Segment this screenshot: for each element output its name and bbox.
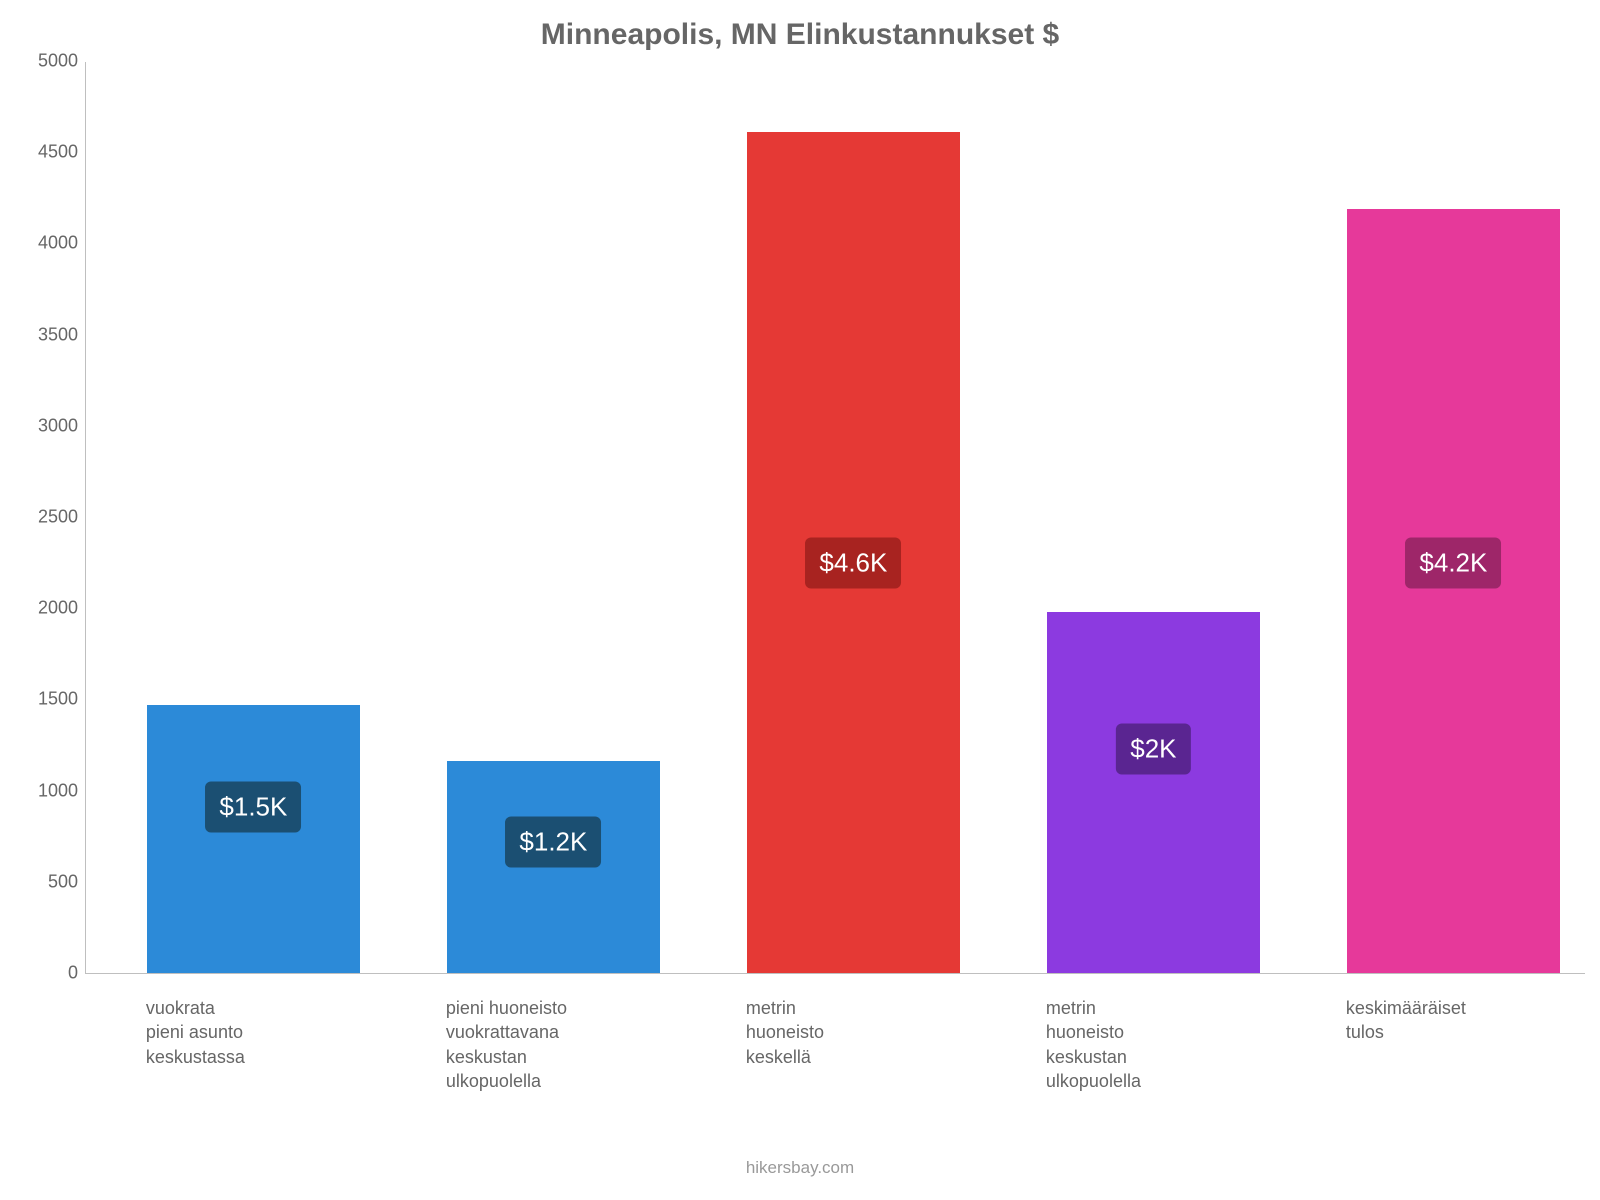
x-tick-label: vuokratapieni asuntokeskustassa [146, 996, 419, 1069]
x-tick-label: metrinhuoneistokeskustanulkopuolella [1046, 996, 1319, 1093]
y-tick-label: 0 [16, 963, 78, 984]
bar: $1.2K [447, 761, 660, 973]
bar-value-badge: $4.6K [805, 537, 901, 588]
bar: $1.5K [147, 705, 360, 973]
y-tick-label: 1500 [16, 689, 78, 710]
bar-value-badge: $4.2K [1405, 537, 1501, 588]
x-tick-label: keskimääräisettulos [1346, 996, 1600, 1045]
x-tick-label: metrinhuoneistokeskellä [746, 996, 1019, 1069]
y-tick-label: 4000 [16, 233, 78, 254]
bar-value-badge: $1.2K [505, 816, 601, 867]
y-tick-label: 2000 [16, 598, 78, 619]
bars-layer: $1.5K $1.2K $4.6K $2K $4.2K [86, 62, 1585, 973]
bar: $4.2K [1347, 209, 1560, 973]
x-tick-label: pieni huoneistovuokrattavanakeskustanulk… [446, 996, 719, 1093]
chart-container: Minneapolis, MN Elinkustannukset $ 05001… [0, 0, 1600, 1200]
plot-area: 0500100015002000250030003500400045005000… [85, 62, 1585, 974]
y-tick-label: 500 [16, 871, 78, 892]
y-tick-label: 3000 [16, 415, 78, 436]
bar: $4.6K [747, 132, 960, 973]
chart-title: Minneapolis, MN Elinkustannukset $ [0, 18, 1600, 52]
bar-value-badge: $2K [1116, 724, 1190, 775]
y-tick-label: 3500 [16, 324, 78, 345]
y-tick-label: 5000 [16, 51, 78, 72]
bar-value-badge: $1.5K [205, 781, 301, 832]
bar: $2K [1047, 612, 1260, 973]
y-tick-label: 2500 [16, 507, 78, 528]
attribution: hikersbay.com [0, 1158, 1600, 1178]
y-tick-label: 4500 [16, 142, 78, 163]
y-tick-label: 1000 [16, 780, 78, 801]
